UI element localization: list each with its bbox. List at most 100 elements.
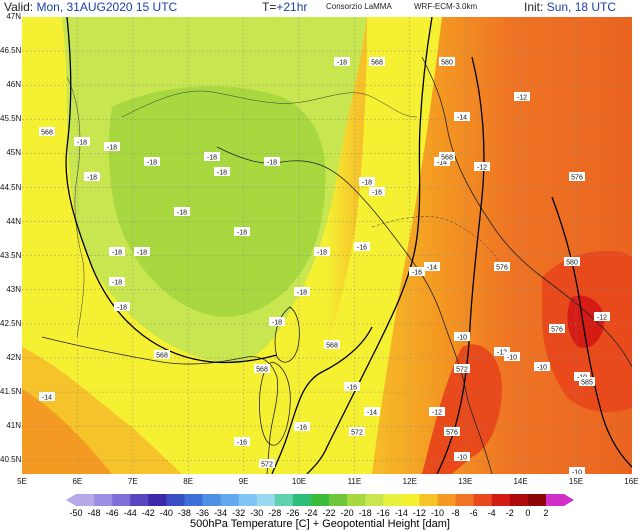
- temp-label-box: [424, 262, 440, 271]
- temp-label-box: [594, 312, 610, 321]
- lat-label: 46.5N: [0, 46, 22, 56]
- temp-label-text: -16: [357, 245, 367, 252]
- temp-label: -16: [234, 437, 250, 447]
- height-label: 580: [564, 257, 580, 267]
- isoline-580: [551, 196, 632, 468]
- temp-label: -10: [454, 332, 470, 342]
- colorbar-swatch: [527, 494, 547, 506]
- temp-label-box: [294, 422, 310, 431]
- height-label-box: [39, 127, 55, 136]
- init-time: Init: Sun, 18 UTC: [524, 0, 616, 14]
- temp-label-text: -18: [112, 250, 122, 257]
- temp-label-box: [354, 242, 370, 251]
- temp-label-box: [144, 157, 160, 166]
- temp-label-text: -18: [137, 250, 147, 257]
- temp-label-text: -18: [362, 180, 372, 187]
- colorbar-tick-label: -12: [412, 508, 426, 518]
- temp-label: -14: [39, 392, 55, 402]
- temp-label: -10: [504, 352, 520, 362]
- temp-label-box: [134, 247, 150, 256]
- temp-label: -12: [474, 162, 490, 172]
- colorbar-swatch: [365, 494, 384, 506]
- height-label-box: [444, 427, 460, 436]
- temp-label-box: [109, 277, 125, 286]
- temp-label: -18: [294, 287, 310, 297]
- colorbar-tick-label: -48: [87, 508, 101, 518]
- temp-label: -16: [409, 267, 425, 277]
- colorbar-tick-label: -38: [177, 508, 191, 518]
- temp-label-text: -16: [412, 270, 422, 277]
- model-label: WRF-ECM-3.0km: [414, 2, 478, 11]
- temp-label-box: [174, 207, 190, 216]
- temp-label: -18: [74, 137, 90, 147]
- temp-label-text: -18: [112, 280, 122, 287]
- temp-label-box: [434, 157, 450, 166]
- lat-label: 42N: [6, 353, 21, 362]
- temp-label-box: [214, 167, 230, 176]
- height-label-box: [349, 427, 365, 436]
- lat-label: 43.5N: [0, 250, 22, 260]
- colorbar-tick-label: -46: [105, 508, 119, 518]
- colorbar-swatch: [112, 494, 131, 506]
- lon-label: 7E: [127, 477, 138, 486]
- height-label-box: [254, 364, 270, 373]
- colorbar-tick-label: -14: [394, 508, 408, 518]
- colorbar-tick-label: -6: [469, 508, 478, 518]
- colorbar-max-arrow: [564, 494, 574, 506]
- colorbar-swatch: [184, 494, 203, 506]
- lat-label: 41N: [6, 421, 21, 431]
- colorbar-tick-label: -16: [376, 508, 390, 518]
- temp-label: -18: [269, 317, 285, 327]
- valid-value: Mon, 31AUG2020 15 UTC: [36, 0, 178, 14]
- temp-label: -16: [294, 422, 310, 432]
- colorbar-tick-label: -24: [304, 508, 318, 518]
- height-label-box: [154, 350, 170, 359]
- temp-label-text: -14: [437, 160, 447, 167]
- temp-label-box: [494, 347, 510, 356]
- temp-label-box: [84, 172, 100, 181]
- temp-label: -18: [109, 277, 125, 287]
- height-label-box: [369, 57, 385, 66]
- lon-label: 15E: [568, 477, 584, 486]
- temp-label-text: -10: [507, 355, 517, 362]
- temp-label: -18: [114, 302, 130, 312]
- lon-label: 12E: [402, 477, 417, 486]
- temp-label: -16: [369, 187, 385, 197]
- height-label: 585: [579, 377, 595, 387]
- height-label: 568: [324, 340, 340, 350]
- lon-label: 5E: [17, 477, 27, 486]
- temp-label: -12: [594, 312, 610, 322]
- temperature-labels: -18-18-18-18-18-18-18-18-18-18-18-18-18-…: [39, 57, 610, 474]
- temp-label-text: -18: [87, 175, 97, 182]
- height-label-text: 568: [441, 155, 453, 162]
- border-alps: [121, 90, 418, 118]
- lat-label: 40.5N: [0, 455, 22, 465]
- isoline-572: [306, 17, 433, 474]
- temp-label-text: -12: [432, 410, 442, 417]
- colorbar-tick-label: -42: [141, 508, 155, 518]
- height-label: 568: [369, 57, 385, 67]
- height-label: 568: [154, 350, 170, 360]
- temp-label: -18: [134, 247, 150, 257]
- height-label: 580: [439, 57, 455, 67]
- colorbar-tick-label: 0: [525, 508, 531, 518]
- temp-label: -10: [454, 452, 470, 462]
- temp-label: -18: [174, 207, 190, 217]
- temp-label: -18: [144, 157, 160, 167]
- temp-label-text: -14: [367, 410, 377, 417]
- colorbar-swatch: [202, 494, 221, 506]
- temp-label-text: -18: [272, 320, 282, 327]
- lat-label: 45.5N: [0, 114, 22, 124]
- colorbar-swatch: [545, 494, 565, 506]
- temp-label-text: -10: [457, 455, 467, 462]
- temp-label-box: [454, 112, 470, 121]
- temp-zone-coldest: [108, 86, 326, 317]
- temp-label: -18: [104, 142, 120, 152]
- height-label: 572: [454, 364, 470, 374]
- lat-label: 42.5N: [0, 318, 22, 328]
- isoline-568-south: [271, 326, 373, 474]
- temp-label-text: -18: [317, 250, 327, 257]
- lead-label: T=: [262, 0, 277, 14]
- temp-zone-southwest: [22, 389, 112, 474]
- colorbar-tick-label: -30: [250, 508, 264, 518]
